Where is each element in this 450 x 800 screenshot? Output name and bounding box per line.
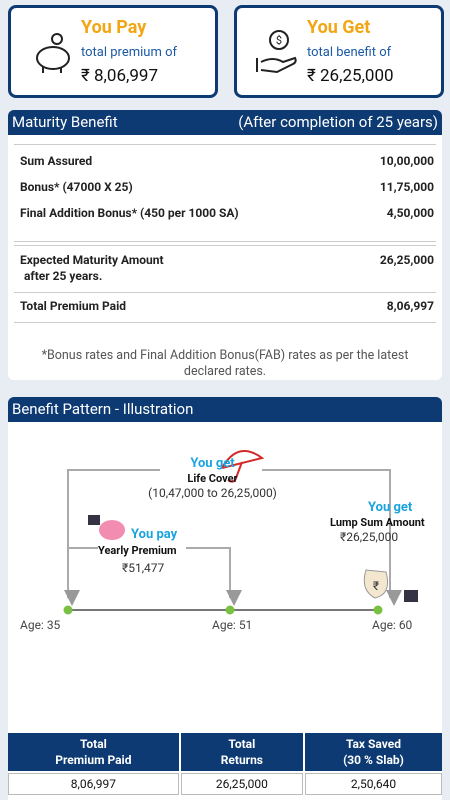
- row: Sum Assured 10,00,000: [20, 154, 434, 168]
- panel-header: Maturity Benefit (After completion of 25…: [8, 110, 442, 135]
- life-cover: You get Life Cover (10,47,000 to 26,25,0…: [0, 456, 425, 501]
- age: Age: 51: [212, 618, 253, 632]
- header-line: Tax Saved: [345, 737, 401, 751]
- label: Lump Sum Amount: [330, 516, 425, 529]
- hand-coin-icon: $: [256, 30, 297, 74]
- header: Total Premium Paid: [8, 733, 179, 771]
- header-line: Returns: [220, 753, 263, 767]
- row-sub: after 25 years.: [24, 269, 103, 283]
- panel-note: (After completion of 25 years): [238, 113, 438, 131]
- header-line: Premium Paid: [55, 753, 132, 767]
- row-label: Sum Assured: [20, 154, 93, 168]
- card-subtitle: total premium of: [81, 45, 178, 60]
- row-label: Final Addition Bonus* (450 per 1000 SA): [20, 206, 239, 220]
- panel-title: Benefit Pattern - Illustration: [12, 400, 194, 418]
- cell: 8,06,997: [8, 773, 179, 795]
- row-label: Total Premium Paid: [20, 299, 127, 313]
- amount: ₹51,477: [122, 561, 165, 575]
- footnote: *Bonus rates and Final Addition Bonus(FA…: [41, 348, 409, 379]
- row-value: 4,50,000: [386, 206, 434, 220]
- row-value: 8,06,997: [386, 299, 434, 313]
- tag: You get: [368, 500, 413, 515]
- card-amount: ₹ 26,25,000: [307, 66, 394, 86]
- tag: You pay: [131, 527, 178, 542]
- amount: ₹26,25,000: [340, 530, 399, 544]
- range: (10,47,000 to 26,25,000): [148, 486, 277, 500]
- row-label: Bonus* (47000 X 25): [20, 180, 133, 194]
- age: Age: 35: [20, 618, 61, 632]
- label: Life Cover: [187, 472, 238, 485]
- row: Expected Maturity Amount 26,25,000: [20, 253, 434, 267]
- card-subtitle: total benefit of: [307, 45, 392, 60]
- card-amount: ₹ 8,06,997: [81, 66, 159, 86]
- row: Total Premium Paid 8,06,997: [20, 299, 434, 313]
- cell: 2,50,640: [304, 773, 442, 795]
- row-value: 11,75,000: [379, 180, 434, 194]
- row-value: 26,25,000: [379, 253, 434, 267]
- header: Tax Saved (30 % Slab): [304, 733, 442, 771]
- header-line: Total: [79, 737, 107, 751]
- piggy-icon: [36, 33, 70, 73]
- row: Bonus* (47000 X 25) 11,75,000: [20, 180, 434, 194]
- svg-text:$: $: [276, 34, 282, 47]
- header-line: Total: [228, 737, 256, 751]
- you-get-card[interactable]: $ You Get total benefit of ₹ 26,25,000: [234, 5, 444, 98]
- card-title: You Pay: [81, 17, 147, 38]
- label: Yearly Premium: [98, 544, 177, 557]
- svg-text:₹: ₹: [373, 579, 379, 593]
- panel-title: Maturity Benefit: [12, 113, 118, 131]
- row-value: 10,00,000: [379, 154, 434, 168]
- header-line: (30 % Slab): [343, 753, 404, 767]
- cell: 26,25,000: [180, 773, 303, 795]
- tag: You get: [190, 456, 235, 471]
- row-label: Expected Maturity Amount: [20, 253, 164, 267]
- header: Total Returns: [180, 733, 303, 771]
- card-title: You Get: [307, 17, 371, 38]
- age: Age: 60: [372, 618, 413, 632]
- summary-table: Total Premium Paid Total Returns Tax Saved…: [6, 731, 444, 797]
- you-pay-card[interactable]: You Pay total premium of ₹ 8,06,997: [8, 5, 218, 98]
- row: Final Addition Bonus* (450 per 1000 SA) 4…: [20, 206, 434, 220]
- panel-header: Benefit Pattern - Illustration: [8, 397, 442, 422]
- maturity-panel: Maturity Benefit (After completion of 25…: [8, 110, 442, 380]
